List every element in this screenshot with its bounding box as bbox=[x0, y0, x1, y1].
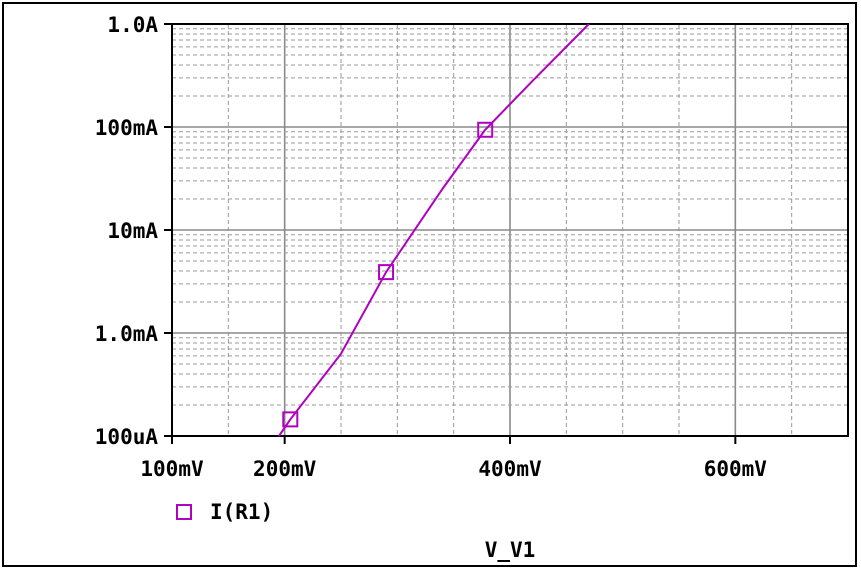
x-tick-label: 400mV bbox=[478, 457, 542, 481]
y-tick-label: 100uA bbox=[95, 425, 159, 449]
series-layer bbox=[278, 23, 590, 437]
series-line-i-r1 bbox=[278, 23, 590, 437]
y-tick-label: 1.0A bbox=[107, 13, 158, 37]
legend-label: I(R1) bbox=[210, 500, 273, 524]
y-tick-label: 10mA bbox=[107, 219, 158, 243]
y-tick-label: 100mA bbox=[95, 116, 159, 140]
data-marker bbox=[378, 264, 395, 281]
data-marker bbox=[282, 411, 299, 428]
legend-marker-square bbox=[176, 504, 192, 520]
data-marker bbox=[477, 121, 494, 138]
x-tick-label: 200mV bbox=[253, 457, 317, 481]
x-tick-label: 600mV bbox=[704, 457, 768, 481]
y-tick-label: 1.0mA bbox=[95, 322, 159, 346]
x-tick-label: 100mV bbox=[140, 457, 204, 481]
tick-labels: 1.0A 100mA 10mA 1.0mA 100uA 100mV 200mV 400mV 60… bbox=[95, 13, 768, 481]
x-axis-label: V_V1 bbox=[485, 538, 536, 562]
grid-layer bbox=[172, 24, 848, 436]
legend: I(R1) bbox=[176, 500, 273, 524]
